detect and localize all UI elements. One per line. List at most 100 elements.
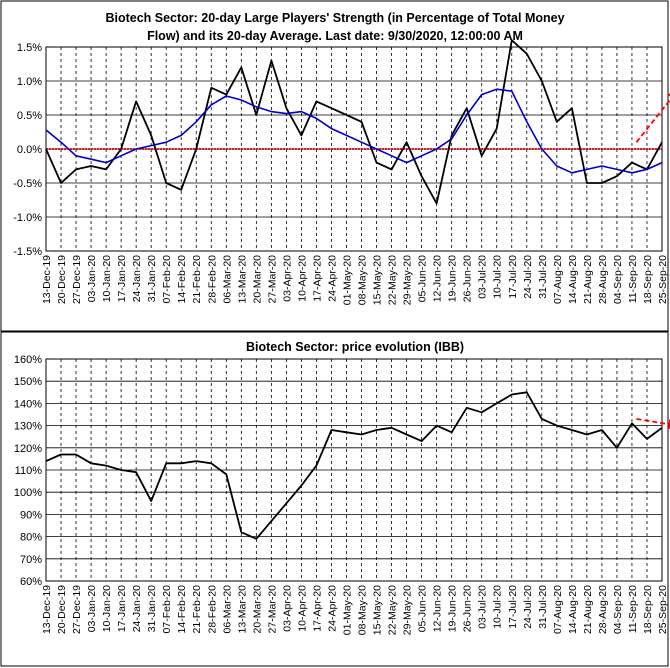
y-tick-label: 150%	[14, 376, 42, 388]
x-tick-label: 04-Sep-20	[612, 255, 624, 304]
x-tick-label: 31-Jul-20	[537, 255, 549, 299]
x-tick-label: 24-Apr-20	[326, 585, 338, 632]
x-tick-label: 17-Jul-20	[507, 255, 519, 299]
x-tick-label: 21-Aug-20	[582, 585, 594, 634]
x-tick-label: 04-Sep-20	[612, 585, 624, 634]
x-tick-label: 21-Feb-20	[191, 585, 203, 634]
y-tick-label: -1.0%	[13, 212, 42, 224]
x-tick-label: 25-Sep-20	[657, 585, 669, 634]
trend-arrow	[636, 418, 670, 430]
bottom-chart-title: Biotech Sector: price evolution (IBB)	[246, 340, 464, 354]
y-tick-label: 1.0%	[17, 76, 42, 88]
x-tick-label: 31-Jan-20	[146, 585, 158, 632]
x-tick-label: 31-Jan-20	[146, 255, 158, 302]
x-tick-label: 17-Jan-20	[116, 255, 128, 302]
x-tick-label: 01-May-20	[341, 585, 353, 635]
x-tick-label: 13-Mar-20	[236, 255, 248, 304]
y-tick-label: 0.0%	[17, 144, 42, 156]
top-plot-area: -1.5% -1.0% -0.5% 0.0% 0.5% 1.0% 1.5% 13-Dec-19…	[13, 39, 670, 305]
y-tick-label: -1.5%	[13, 246, 42, 258]
x-tick-label: 01-May-20	[341, 255, 353, 305]
x-tick-label: 28-Feb-20	[206, 585, 218, 634]
y-tick-label: 140%	[14, 398, 42, 410]
x-tick-label: 10-Jan-20	[101, 255, 113, 302]
x-tick-label: 27-Mar-20	[266, 255, 278, 304]
x-tick-label: 31-Jul-20	[537, 585, 549, 629]
x-tick-label: 28-Feb-20	[206, 255, 218, 304]
x-tick-label: 11-Sep-20	[627, 585, 639, 633]
x-tick-label: 17-Apr-20	[311, 585, 323, 632]
x-tick-label: 27-Dec-19	[71, 255, 83, 304]
y-tick-label: -0.5%	[13, 178, 42, 190]
x-tick-label: 18-Sep-20	[642, 585, 654, 634]
series-line-primary	[45, 39, 663, 205]
y-tick-label: 60%	[20, 576, 42, 588]
x-tick-label: 20-Mar-20	[251, 255, 263, 304]
x-tick-label: 07-Feb-20	[161, 255, 173, 304]
x-tick-label: 29-May-20	[402, 255, 414, 305]
y-tick-label: 160%	[14, 354, 42, 366]
x-tick-label: 19-Jun-20	[447, 255, 459, 302]
x-tick-label: 21-Feb-20	[191, 255, 203, 304]
top-chart-title-line1: Biotech Sector: 20-day Large Players' St…	[105, 11, 564, 25]
y-tick-label: 0.5%	[17, 110, 42, 122]
x-tick-label: 22-May-20	[387, 585, 399, 635]
x-tick-label: 08-May-20	[357, 585, 369, 635]
x-tick-label: 13-Mar-20	[236, 585, 248, 634]
series-line-primary	[45, 391, 663, 540]
x-tick-label: 17-Jul-20	[507, 585, 519, 629]
y-tick-label: 120%	[14, 443, 42, 455]
x-tick-label: 26-Jun-20	[462, 255, 474, 302]
x-tick-label: 03-Jul-20	[477, 585, 489, 629]
x-tick-label: 11-Sep-20	[627, 255, 639, 303]
x-tick-label: 17-Apr-20	[311, 255, 323, 302]
x-tick-label: 06-Mar-20	[221, 585, 233, 634]
x-tick-label: 14-Feb-20	[176, 585, 188, 634]
x-tick-label: 12-Jun-20	[432, 255, 444, 302]
x-tick-label: 13-Dec-19	[41, 585, 53, 634]
x-tick-label: 03-Apr-20	[281, 255, 293, 302]
x-tick-label: 29-May-20	[402, 585, 414, 635]
x-tick-label: 25-Sep-20	[657, 255, 669, 304]
x-tick-label: 07-Feb-20	[161, 585, 173, 634]
y-tick-label: 110%	[15, 465, 43, 477]
x-tick-label: 10-Jul-20	[492, 585, 504, 629]
x-tick-label: 05-Jun-20	[417, 585, 429, 632]
x-tick-label: 28-Aug-20	[597, 255, 609, 304]
x-tick-label: 05-Jun-20	[417, 255, 429, 302]
x-tick-label: 10-Jan-20	[101, 585, 113, 632]
series-line-average	[45, 88, 663, 174]
x-tick-label: 15-May-20	[372, 255, 384, 305]
x-tick-label: 24-Jul-20	[522, 585, 534, 629]
y-tick-label: 90%	[20, 509, 42, 521]
top-chart-title-line2: Flow) and its 20-day Average. Last date:…	[147, 29, 523, 43]
x-tick-label: 03-Jul-20	[477, 255, 489, 299]
x-tick-label: 24-Jul-20	[522, 255, 534, 299]
x-tick-label: 27-Mar-20	[266, 585, 278, 634]
trend-arrow	[635, 89, 670, 143]
x-tick-label: 08-May-20	[357, 255, 369, 305]
x-tick-label: 06-Mar-20	[221, 255, 233, 304]
x-tick-label: 24-Apr-20	[326, 255, 338, 302]
x-tick-label: 18-Sep-20	[642, 255, 654, 304]
y-tick-label: 80%	[20, 532, 42, 544]
x-tick-label: 15-May-20	[372, 585, 384, 635]
y-tick-label: 1.5%	[17, 42, 42, 54]
x-tick-label: 24-Jan-20	[131, 255, 143, 302]
y-tick-label: 70%	[20, 554, 42, 566]
x-tick-label: 10-Jul-20	[492, 255, 504, 299]
x-tick-label: 28-Aug-20	[597, 585, 609, 634]
x-tick-label: 14-Feb-20	[176, 255, 188, 304]
x-tick-label: 12-Jun-20	[432, 585, 444, 632]
x-tick-label: 19-Jun-20	[447, 585, 459, 632]
x-tick-label: 07-Aug-20	[552, 585, 564, 634]
x-tick-label: 07-Aug-20	[552, 255, 564, 304]
y-tick-label: 100%	[14, 487, 42, 499]
x-tick-label: 20-Mar-20	[251, 585, 263, 634]
x-tick-label: 03-Jan-20	[86, 255, 98, 302]
x-tick-label: 03-Apr-20	[281, 585, 293, 632]
x-tick-label: 22-May-20	[387, 255, 399, 305]
x-tick-label: 21-Aug-20	[582, 255, 594, 304]
x-tick-label: 14-Aug-20	[567, 585, 579, 634]
